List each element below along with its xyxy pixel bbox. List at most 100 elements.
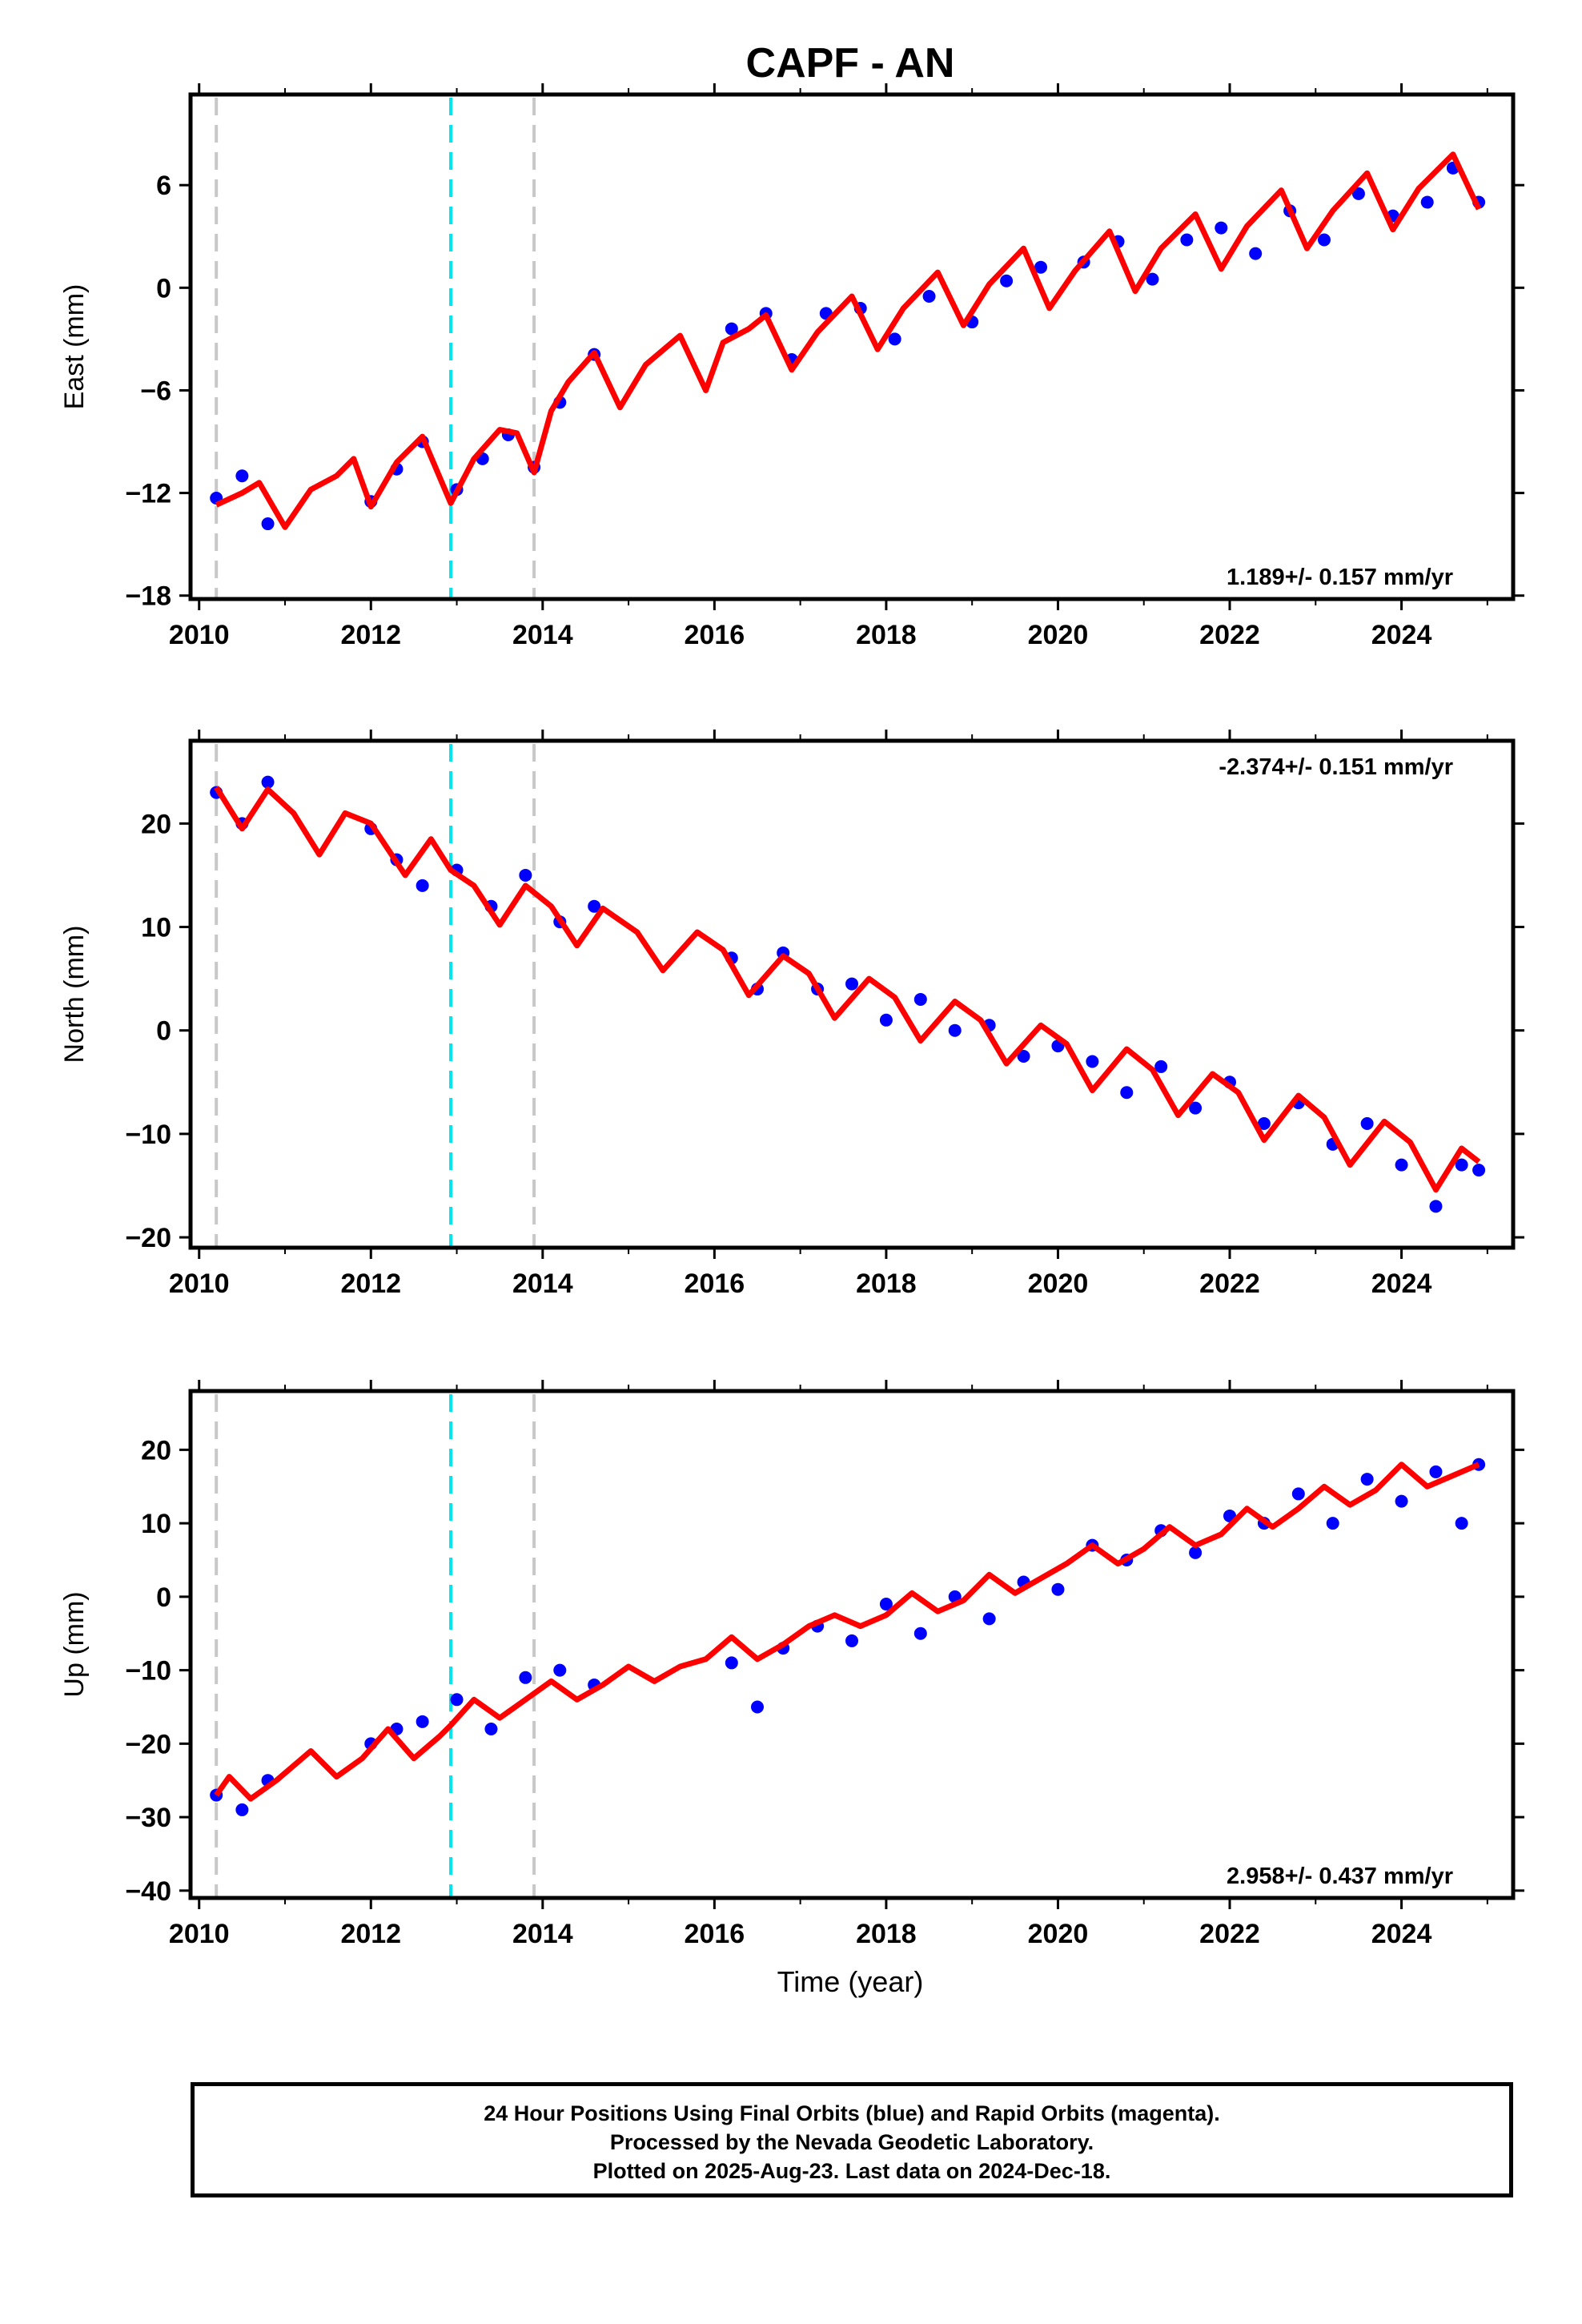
data-point xyxy=(922,290,936,303)
data-point xyxy=(879,1013,893,1027)
data-point xyxy=(1360,1473,1374,1486)
x-tick-label: 2010 xyxy=(169,620,230,650)
x-tick-label: 2010 xyxy=(169,1919,230,1949)
data-point xyxy=(1429,1465,1443,1478)
data-point xyxy=(725,322,738,336)
data-point xyxy=(888,332,901,346)
data-point xyxy=(1395,1158,1408,1172)
chart-title: CAPF - AN xyxy=(746,40,955,86)
y-tick-label: −10 xyxy=(125,1120,171,1150)
y-tick-label: 0 xyxy=(156,273,171,304)
model-fit-line-east xyxy=(215,151,1482,530)
x-tick-label: 2014 xyxy=(512,1919,573,1949)
caption-line-2: Processed by the Nevada Geodetic Laborat… xyxy=(609,2130,1094,2154)
x-tick-label: 2012 xyxy=(340,1269,401,1299)
y-axis-label: North (mm) xyxy=(59,926,90,1063)
data-point xyxy=(1291,1487,1305,1501)
x-tick-label: 2022 xyxy=(1199,620,1260,650)
x-tick-label: 2012 xyxy=(340,1919,401,1949)
data-point xyxy=(913,992,927,1006)
y-tick-label: 10 xyxy=(141,1509,171,1539)
data-point xyxy=(261,517,275,531)
data-point xyxy=(1395,1494,1408,1508)
y-tick-label: −40 xyxy=(125,1876,171,1907)
data-point xyxy=(588,899,601,913)
data-point xyxy=(519,868,532,882)
data-point xyxy=(1472,1164,1486,1177)
model-fit-line-up xyxy=(214,1462,1480,1802)
y-tick-label: −20 xyxy=(125,1729,171,1759)
data-point xyxy=(1189,1101,1203,1115)
data-point xyxy=(879,1598,893,1611)
panel-north: 2010 2012 2014 2016 2018 2020 2022 202420100−10… xyxy=(59,730,1524,1299)
plot-frame xyxy=(188,92,1516,601)
panel-east: 2010 2012 2014 2016 2018 2020 2022 2024 6 0 −6 −12 −… xyxy=(59,83,1524,650)
x-tick-label: 2016 xyxy=(685,620,745,650)
data-point xyxy=(1249,247,1263,260)
y-axis-label: East (mm) xyxy=(59,284,90,410)
y-axis-label: Up (mm) xyxy=(59,1591,90,1697)
y-tick-label: −20 xyxy=(125,1223,171,1253)
data-points-north xyxy=(210,775,1486,1213)
x-axis-label: Time (year) xyxy=(777,1965,924,1998)
data-point xyxy=(948,1023,962,1037)
rate-annotation: 1.189+/- 0.157 mm/yr xyxy=(1227,565,1453,590)
data-point xyxy=(1000,274,1014,287)
data-point xyxy=(751,1700,764,1714)
x-tick-label: 2016 xyxy=(685,1919,745,1949)
y-tick-label: −18 xyxy=(125,581,171,612)
data-point xyxy=(1180,233,1194,247)
data-point xyxy=(1120,1086,1134,1100)
data-point xyxy=(1429,1200,1443,1213)
data-point xyxy=(261,775,275,789)
x-tick-label: 2018 xyxy=(856,620,917,650)
data-point xyxy=(1455,1158,1468,1172)
caption-box: 24 Hour Positions Using Final Orbits (bl… xyxy=(191,2082,1513,2197)
x-tick-label: 2016 xyxy=(685,1269,745,1299)
data-point xyxy=(416,1715,429,1728)
data-point xyxy=(1017,1050,1030,1063)
x-tick-label: 2020 xyxy=(1028,620,1089,650)
data-points-up xyxy=(210,1458,1486,1816)
data-point xyxy=(725,1656,738,1670)
data-point xyxy=(1351,187,1365,200)
y-tick-label: −12 xyxy=(125,479,171,509)
y-tick-label: 0 xyxy=(156,1016,171,1047)
x-tick-label: 2020 xyxy=(1028,1919,1089,1949)
data-point xyxy=(1318,233,1331,247)
y-tick-label: −6 xyxy=(140,376,171,406)
data-point xyxy=(519,1671,532,1684)
data-point xyxy=(235,1803,249,1816)
data-point xyxy=(1051,1582,1065,1596)
data-point xyxy=(982,1612,996,1626)
x-tick-label: 2018 xyxy=(856,1919,917,1949)
y-tick-label: 10 xyxy=(141,913,171,943)
y-tick-label: 20 xyxy=(141,809,171,839)
x-tick-label: 2022 xyxy=(1199,1919,1260,1949)
y-tick-label: 6 xyxy=(156,171,171,201)
data-point xyxy=(845,1634,858,1647)
caption-line-1: 24 Hour Positions Using Final Orbits (bl… xyxy=(484,2101,1220,2125)
data-point xyxy=(1189,1546,1203,1559)
data-point xyxy=(450,1693,464,1707)
x-tick-label: 2014 xyxy=(512,1269,573,1299)
plot-frame xyxy=(188,738,1516,1250)
model-fit-line-north xyxy=(214,786,1481,1193)
data-point xyxy=(1034,260,1047,274)
x-tick-label: 2024 xyxy=(1371,1269,1432,1299)
caption-line-3: Plotted on 2025-Aug-23. Last data on 202… xyxy=(592,2159,1111,2183)
rate-annotation: -2.374+/- 0.151 mm/yr xyxy=(1219,754,1453,780)
x-tick-label: 2018 xyxy=(856,1269,917,1299)
x-tick-label: 2010 xyxy=(169,1269,230,1299)
data-point xyxy=(1146,272,1159,286)
panel-up: 2010 2012 2014 2016 2018 2020 2022 202420100−10… xyxy=(59,1380,1524,1949)
y-tick-label: −10 xyxy=(125,1656,171,1687)
x-tick-label: 2024 xyxy=(1371,1919,1432,1949)
data-point xyxy=(1154,1059,1168,1073)
data-point xyxy=(1215,221,1228,235)
data-point xyxy=(1086,1055,1099,1068)
data-point xyxy=(1455,1517,1468,1530)
rate-annotation: 2.958+/- 0.437 mm/yr xyxy=(1227,1864,1453,1889)
panels-layer: 2010 2012 2014 2016 2018 2020 2022 202460−6−12−… xyxy=(59,83,1524,1949)
